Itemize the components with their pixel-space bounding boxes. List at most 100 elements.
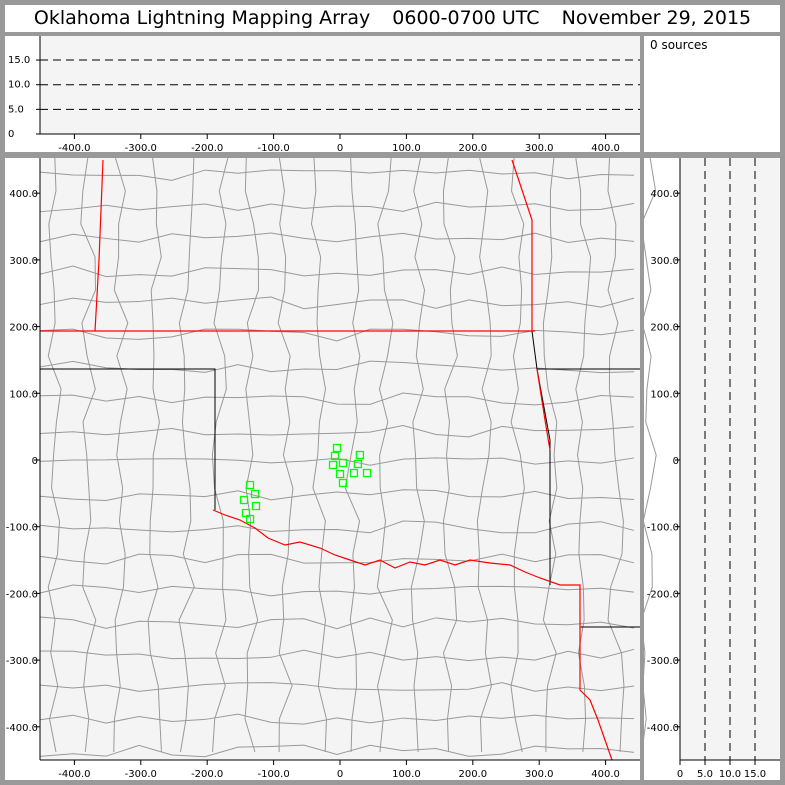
station-marker <box>245 480 255 490</box>
top-x-tick-label: 200.0 <box>458 143 487 154</box>
station-marker <box>239 495 249 505</box>
top-x-tick-label: -100.0 <box>257 143 289 154</box>
map-x-tick-label: -300.0 <box>125 769 157 780</box>
county-line <box>310 157 327 753</box>
top-x-tick-label: 100.0 <box>392 143 421 154</box>
title-name: Oklahoma Lightning Mapping Array <box>33 7 371 29</box>
station-marker <box>328 460 338 470</box>
county-line <box>277 157 294 753</box>
map-x-tick-label: -100.0 <box>257 769 289 780</box>
right-x-tick-label: 0 <box>677 769 683 780</box>
right-y-tick-label: -200.0 <box>647 589 679 600</box>
county-line <box>211 157 229 753</box>
map-y-tick-label: 300.0 <box>9 256 38 267</box>
county-line <box>39 296 635 310</box>
county-line <box>39 616 635 630</box>
county-line <box>39 744 635 758</box>
county-line <box>442 157 458 753</box>
map-x-tick-label: 0 <box>337 769 343 780</box>
county-line <box>542 157 558 753</box>
map-x-tick-label: -200.0 <box>191 769 223 780</box>
right-x-tick-label: 15.0 <box>744 769 766 780</box>
station-marker <box>335 469 345 479</box>
county-line <box>39 232 635 243</box>
county-line <box>39 201 635 213</box>
map-y-tick-label: -100.0 <box>6 523 38 534</box>
top-x-tick-label: 0 <box>337 143 343 154</box>
top-y-tick-label: 5.0 <box>8 104 24 115</box>
right-y-tick-label: 300.0 <box>650 256 679 267</box>
county-line <box>178 157 195 753</box>
county-line <box>510 157 525 753</box>
map-y-tick-label: 100.0 <box>9 389 38 400</box>
state-border <box>531 330 551 585</box>
map-y-tick-label: -200.0 <box>6 589 38 600</box>
county-line <box>39 169 635 181</box>
county-line <box>39 682 635 692</box>
station-marker <box>245 514 255 524</box>
map-x-tick-label: 200.0 <box>458 769 487 780</box>
state-border <box>40 368 216 510</box>
right-y-tick-label: -400.0 <box>647 723 679 734</box>
right-y-tick-label: -300.0 <box>647 656 679 667</box>
station-marker <box>332 443 342 453</box>
top-y-tick-label: 15.0 <box>8 55 30 66</box>
county-line <box>410 157 426 753</box>
station-marker <box>338 478 348 488</box>
county-line <box>344 157 361 753</box>
map-y-tick-label: -400.0 <box>6 723 38 734</box>
right-y-tick-label: 100.0 <box>650 389 679 400</box>
station-marker <box>353 459 363 469</box>
county-line <box>39 489 635 501</box>
county-line <box>39 648 635 662</box>
county-line <box>113 157 129 753</box>
right-y-tick-label: 400.0 <box>650 189 679 200</box>
state-border-red <box>212 509 613 761</box>
source-count: 0 sources <box>650 38 708 52</box>
source-count-panel <box>644 36 780 152</box>
state-border-red <box>536 368 551 451</box>
state-border-red <box>94 159 104 332</box>
map-x-tick-label: 100.0 <box>392 769 421 780</box>
station-marker <box>349 468 359 478</box>
top-x-tick-label: 400.0 <box>591 143 620 154</box>
right-x-tick-label: 5.0 <box>697 769 713 780</box>
station-marker <box>250 489 260 499</box>
county-line <box>39 520 635 534</box>
county-line <box>147 157 162 753</box>
top-y-tick-label: 0 <box>8 129 14 140</box>
county-line <box>39 713 635 725</box>
station-marker <box>355 450 365 460</box>
map-x-tick-label: -400.0 <box>58 769 90 780</box>
top-x-tick-label: -300.0 <box>125 143 157 154</box>
county-line <box>376 157 394 753</box>
right-y-tick-label: -100.0 <box>647 523 679 534</box>
map-y-tick-label: -300.0 <box>6 656 38 667</box>
map-y-tick-label: 400.0 <box>9 189 38 200</box>
station-marker <box>330 451 340 461</box>
county-line <box>39 457 635 466</box>
county-line <box>39 425 635 438</box>
county-line <box>39 584 635 597</box>
map-x-tick-label: 300.0 <box>525 769 554 780</box>
county-line <box>476 157 492 753</box>
title-date: November 29, 2015 <box>561 7 752 29</box>
county-line <box>244 157 259 753</box>
map-y-tick-label: 0 <box>32 456 38 467</box>
map-y-tick-label: 200.0 <box>9 323 38 334</box>
station-marker <box>251 501 261 511</box>
top-x-tick-label: 300.0 <box>525 143 554 154</box>
county-line <box>39 553 635 565</box>
county-line <box>640 157 657 753</box>
title-time: 0600-0700 UTC <box>392 7 540 29</box>
map-title: Oklahoma Lightning Mapping Array 0600-07… <box>5 5 780 32</box>
right-y-tick-label: 200.0 <box>650 323 679 334</box>
county-line <box>39 265 635 278</box>
county-line <box>39 392 635 406</box>
right-x-tick-label: 10.0 <box>719 769 741 780</box>
station-marker <box>362 468 372 478</box>
map-x-tick-label: 400.0 <box>591 769 620 780</box>
top-y-tick-label: 10.0 <box>8 80 30 91</box>
right-y-tick-label: 0 <box>673 456 679 467</box>
